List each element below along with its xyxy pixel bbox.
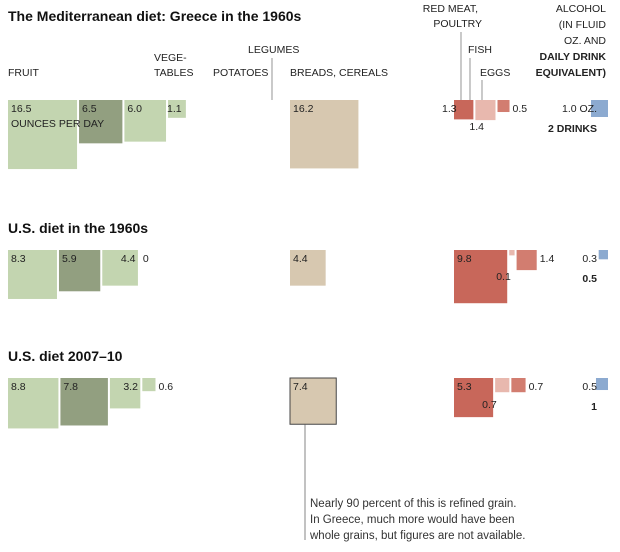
row1-vegetables-bar [79,100,123,144]
header-vegetables-line1: VEGE- [154,52,187,64]
header-fruit: FRUIT [8,67,39,79]
row1-potatoes-label: 6.0 [127,103,142,115]
row3-eggs-label: 0.7 [529,381,544,393]
row1-drinks-label: 2 DRINKS [548,123,597,135]
section-title-us-2007: U.S. diet 2007–10 [8,348,123,364]
row3-legumes-bar [142,378,156,392]
header-alcohol-line1: ALCOHOL [555,3,606,15]
row2-eggs-label: 1.4 [540,253,555,265]
row1-eggs-label: 0.5 [513,103,528,115]
row2-vegetables-label: 5.9 [62,253,77,265]
row2-vegetables-bar [58,250,101,292]
row1-fish-label: 1.4 [469,121,484,133]
row2-drinks-label: 0.5 [582,273,597,285]
row2-alcohol-bar [598,250,608,260]
header-eggs: EGGS [480,67,511,79]
section-title-us-1960s: U.S. diet in the 1960s [8,220,149,236]
row3-legumes-label: 0.6 [158,381,173,393]
row2-legumes-label: 0 [143,253,149,265]
row3-drinks-label: 1 [591,401,597,413]
row2-red-meat-bar [454,250,508,304]
row1-alcohol-label: 1.0 OZ. [562,103,597,115]
row1-red-meat-label: 1.3 [442,103,457,115]
row3-fish-bar [495,378,510,393]
row2-grains-label: 4.4 [293,253,308,265]
header-alcohol-line5: EQUIVALENT) [535,67,606,79]
header-alcohol-line2: (IN FLUID [558,19,606,31]
row1-alcohol-bar [591,100,608,117]
row3-fish-label: 0.7 [482,399,497,411]
row1-grains-bar [290,100,359,169]
row1-legumes-bar [168,100,186,118]
row1-fruit-bar [8,100,78,170]
row3-eggs-bar [511,378,526,393]
row2-red-meat-label: 9.8 [457,253,472,265]
row2-grains-bar [290,250,326,286]
row1-red-meat-bar [454,100,474,120]
grains-note: Nearly 90 percent of this is refined gra… [310,496,610,544]
row1-vegetables-label: 6.5 [82,103,97,115]
note-line-3: whole grains, but figures are not availa… [310,530,526,542]
row3-potatoes-bar [109,378,141,409]
row2-potatoes-bar [102,250,138,286]
header-fish: FISH [468,44,492,56]
row1-potatoes-bar [124,100,167,142]
row1-eggs-bar [497,100,510,113]
header-vegetables-line2: TABLES [154,67,194,79]
row3-red-meat-label: 5.3 [457,381,472,393]
row1-legumes-label: 1.1 [167,103,182,115]
row2-alcohol-label: 0.3 [582,253,597,265]
header-breads: BREADS, CEREALS [290,67,389,79]
row3-vegetables-label: 7.8 [63,381,78,393]
row3-grains-bar [289,377,337,425]
row2-fish-label: 0.1 [496,271,511,283]
header-alcohol-line4: DAILY DRINK [539,51,606,63]
header-red-meat-line1: RED MEAT, [422,3,478,15]
row3-red-meat-bar [454,378,494,418]
note-line-1: Nearly 90 percent of this is refined gra… [310,498,517,510]
header-alcohol-line3: OZ. AND [563,35,606,47]
row2-fruit-label: 8.3 [11,253,26,265]
note-line-2: In Greece, much more would have been [310,514,515,526]
row3-fruit-label: 8.8 [11,381,26,393]
row2-potatoes-label: 4.4 [121,253,136,265]
chart-title: The Mediterranean diet: Greece in the 19… [8,8,302,24]
row2-eggs-bar [516,250,537,271]
header-red-meat-line2: POULTRY [433,18,482,30]
row3-alcohol-label: 0.5 [582,381,597,393]
row3-grains-label: 7.4 [293,381,308,393]
row1-fruit-label: 16.5 [11,103,32,115]
row3-fruit-bar [8,378,59,429]
row1-fish-bar [475,100,496,121]
row3-alcohol-bar [595,378,608,391]
row1-grains-label: 16.2 [293,103,314,115]
header-potatoes: POTATOES [213,67,269,79]
row3-vegetables-bar [60,378,108,426]
unit-label: OUNCES PER DAY [11,118,104,130]
row2-fish-bar [509,250,515,256]
row3-potatoes-label: 3.2 [123,381,138,393]
header-legumes: LEGUMES [248,44,300,56]
row2-fruit-bar [8,250,57,299]
